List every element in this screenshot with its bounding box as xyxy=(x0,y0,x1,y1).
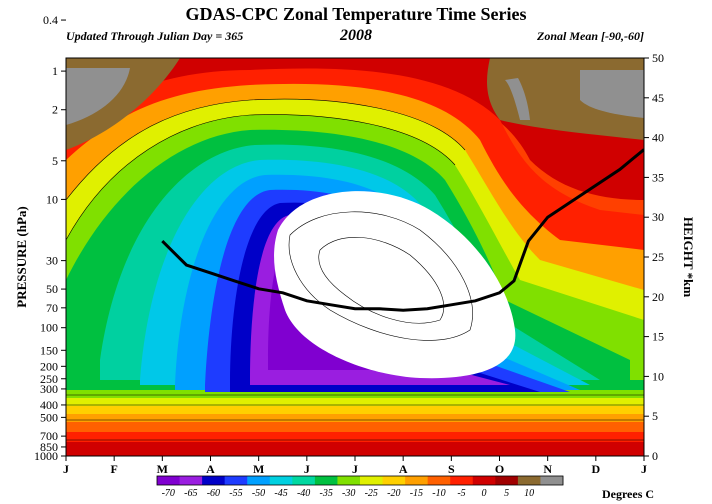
subtitle-center: 2008 xyxy=(339,27,372,44)
pressure-tick-label: 300 xyxy=(40,382,58,396)
month-tick-label: M xyxy=(253,462,264,476)
month-tick-label: M xyxy=(157,462,168,476)
month-tick-label: D xyxy=(591,462,600,476)
colorbar-tick-label: -50 xyxy=(252,488,265,499)
colorbar-swatch xyxy=(314,476,338,485)
month-tick-label: O xyxy=(495,462,504,476)
pressure-tick-label: 1 xyxy=(52,64,58,78)
height-tick-label: 5 xyxy=(652,409,658,423)
band-grey-mid xyxy=(505,78,530,120)
pressure-tick-label: 10 xyxy=(46,192,58,206)
colorbar-tick-label: 0 xyxy=(482,488,487,499)
pressure-tick-label: 500 xyxy=(40,410,58,424)
height-tick-label: 20 xyxy=(652,290,664,304)
pressure-tick-label: 250 xyxy=(40,372,58,386)
pressure-tick-label: 30 xyxy=(46,254,58,268)
colorbar-tick-label: -55 xyxy=(229,488,242,499)
colorbar-swatch xyxy=(179,476,203,485)
month-tick-label: A xyxy=(399,462,408,476)
month-tick-label: A xyxy=(206,462,215,476)
colorbar-swatch xyxy=(472,476,496,485)
colorbar-tick-label: -5 xyxy=(457,488,465,499)
colorbar-tick-label: -10 xyxy=(432,488,445,499)
colorbar-swatch xyxy=(292,476,316,485)
month-tick-label: J xyxy=(63,462,69,476)
pressure-tick-label: 5 xyxy=(52,154,58,168)
height-tick-label: 30 xyxy=(652,210,664,224)
pressure-tick-label: 70 xyxy=(46,301,58,315)
colorbar-tick-label: -45 xyxy=(274,488,287,499)
pressure-tick-label: 100 xyxy=(40,321,58,335)
colorbar-swatch xyxy=(224,476,248,485)
colorbar-swatch xyxy=(157,476,181,485)
chart-title: GDAS-CPC Zonal Temperature Time Series xyxy=(186,4,527,24)
colorbar-swatch xyxy=(427,476,451,485)
colorbar-swatch xyxy=(382,476,406,485)
month-tick-label: J xyxy=(304,462,310,476)
height-tick-label: 35 xyxy=(652,170,664,184)
month-tick-label: J xyxy=(352,462,358,476)
height-tick-label: 10 xyxy=(652,369,664,383)
pressure-tick-label: 2 xyxy=(52,103,58,117)
colorbar-tick-label: -35 xyxy=(319,488,332,499)
right-axis-label: HEIGHT *km xyxy=(681,217,696,297)
month-tick-label: N xyxy=(543,462,552,476)
height-tick-label: 40 xyxy=(652,131,664,145)
colorbar-swatch xyxy=(540,476,564,485)
left-axis-label: PRESSURE (hPa) xyxy=(14,206,29,308)
colorbar-swatch xyxy=(247,476,271,485)
colorbar-swatch xyxy=(495,476,519,485)
contour-plot-area xyxy=(66,58,644,456)
pressure-tick-label: 150 xyxy=(40,343,58,357)
pressure-tick-label: 700 xyxy=(40,429,58,443)
subtitle-right: Zonal Mean [-90,-60] xyxy=(536,29,644,43)
colorbar-tick-label: 5 xyxy=(504,488,509,499)
subtitle-left: Updated Through Julian Day = 365 xyxy=(66,29,243,43)
colorbar-tick-label: -30 xyxy=(342,488,355,499)
contour-lines xyxy=(66,98,644,441)
pressure-tick-label: 50 xyxy=(46,282,58,296)
height-tick-label: 0 xyxy=(652,449,658,463)
colorbar-tick-label: -70 xyxy=(162,488,175,499)
colorbar-tick-label: -60 xyxy=(207,488,220,499)
pressure-tick-label: 200 xyxy=(40,359,58,373)
colorbar-swatch xyxy=(202,476,226,485)
colorbar-swatch xyxy=(450,476,474,485)
month-tick-label: S xyxy=(448,462,455,476)
colorbar-tick-label: -15 xyxy=(410,488,423,499)
colorbar-tick-label: -40 xyxy=(297,488,310,499)
colorbar: -70 -65 -60 -55 -50 -45 -40 -35 -30 -25 -20 -15 -10-… xyxy=(156,475,564,499)
band-grey-right xyxy=(580,70,644,118)
colorbar-tick-label: -25 xyxy=(365,488,378,499)
colorbar-tick-label: -65 xyxy=(184,488,197,499)
colorbar-swatch xyxy=(517,476,541,485)
colorbar-label: Degrees C xyxy=(602,487,654,501)
colorbar-swatch xyxy=(360,476,384,485)
band-white-core xyxy=(274,191,516,379)
colorbar-swatch xyxy=(269,476,293,485)
pressure-tick-label: 850 xyxy=(40,440,58,454)
colorbar-frame xyxy=(156,475,564,486)
pressure-tick-label: 400 xyxy=(40,398,58,412)
month-tick-label: J xyxy=(641,462,647,476)
colorbar-swatch xyxy=(337,476,361,485)
height-tick-label: 25 xyxy=(652,250,664,264)
band-grey-left xyxy=(66,68,130,125)
pressure-tick-label: 0.4 xyxy=(43,13,58,27)
colorbar-tick-label: 10 xyxy=(524,488,534,499)
height-tick-label: 15 xyxy=(652,330,664,344)
height-tick-label: 50 xyxy=(652,51,664,65)
month-tick-label: F xyxy=(110,462,117,476)
colorbar-tick-label: -20 xyxy=(387,488,400,499)
tropopause-height-line xyxy=(161,148,644,312)
colorbar-swatch xyxy=(405,476,429,485)
pressure-tick-label: 1000 xyxy=(34,449,58,463)
height-tick-label: 45 xyxy=(652,91,664,105)
